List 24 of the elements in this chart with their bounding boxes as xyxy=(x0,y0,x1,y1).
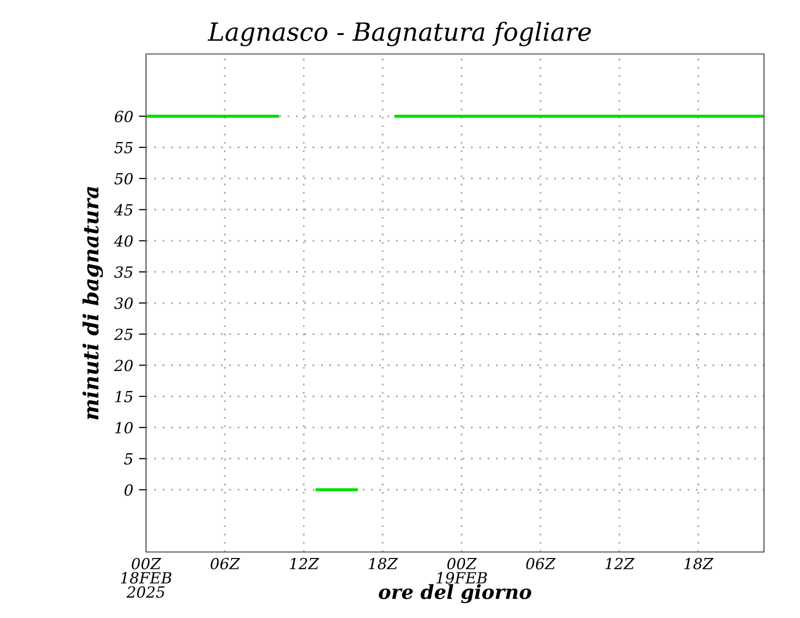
x-tick-label: 00Z 19FEB xyxy=(436,558,487,584)
x-tick-label: 12Z xyxy=(290,558,320,570)
y-tick-label: 45 xyxy=(114,204,133,216)
x-tick-label: 06Z xyxy=(526,558,556,570)
y-axis-title: minuti di bagnatura xyxy=(82,186,103,420)
y-tick-label: 60 xyxy=(114,110,133,122)
y-tick-label: 5 xyxy=(124,453,133,465)
x-tick-label: 06Z xyxy=(210,558,240,570)
y-tick-label: 50 xyxy=(114,172,133,185)
x-tick-label: 18Z xyxy=(368,558,398,570)
y-tick-label: 40 xyxy=(114,235,133,247)
x-tick-label: 18Z xyxy=(684,558,714,570)
y-tick-label: 15 xyxy=(115,390,133,402)
chart-title: Lagnasco - Bagnatura fogliare xyxy=(208,22,591,46)
y-tick-label: 30 xyxy=(114,297,133,310)
y-tick-label: 55 xyxy=(114,142,133,154)
x-axis-title: ore del giorno xyxy=(378,584,532,604)
y-tick-label: 35 xyxy=(114,266,133,278)
y-tick-label: 25 xyxy=(114,328,133,340)
x-tick-label: 12Z xyxy=(605,558,635,570)
y-tick-label: 0 xyxy=(124,484,133,496)
y-tick-label: 20 xyxy=(114,360,133,372)
y-tick-label: 10 xyxy=(115,422,133,434)
x-tick-label: 00Z 18FEB 2025 xyxy=(120,558,172,598)
